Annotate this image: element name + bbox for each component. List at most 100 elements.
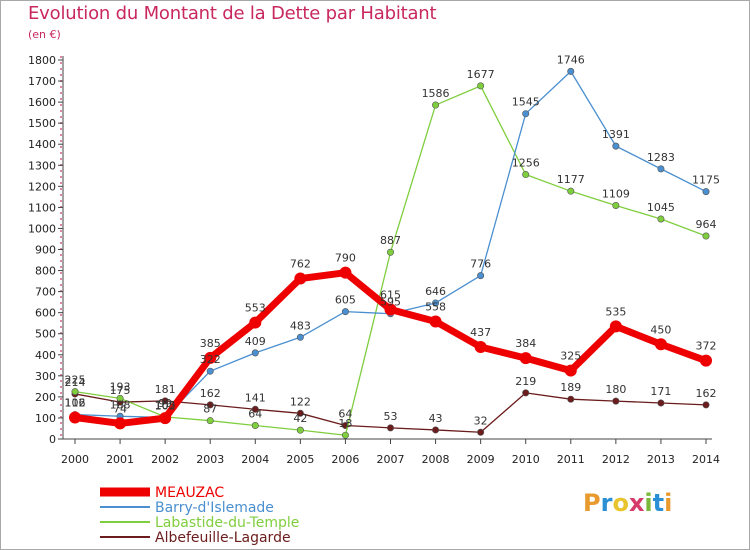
data-point (296, 426, 304, 434)
data-label: 171 (650, 385, 671, 398)
data-point (386, 248, 394, 256)
y-tick-label: 0 (49, 433, 56, 446)
data-point (612, 201, 620, 209)
y-tick-label: 400 (35, 349, 56, 362)
data-point (432, 426, 440, 434)
data-point (429, 315, 442, 328)
data-point (294, 272, 307, 285)
data-label: 1045 (647, 201, 675, 214)
data-label: 1391 (602, 128, 630, 141)
data-label: 18 (338, 417, 352, 430)
data-label: 964 (696, 218, 717, 231)
data-point (564, 364, 577, 377)
data-point (251, 349, 259, 357)
data-label: 762 (290, 258, 311, 271)
data-label: 1586 (422, 87, 450, 100)
data-point (71, 388, 79, 396)
data-point (159, 412, 172, 425)
y-tick-label: 300 (35, 370, 56, 383)
data-label: 595 (380, 296, 401, 309)
proxiti-logo: Proxiti (583, 489, 672, 517)
data-label: 105 (155, 399, 176, 412)
y-tick-label: 1600 (28, 96, 56, 109)
chart-subtitle: (en €) (28, 28, 61, 41)
data-point (341, 308, 349, 316)
y-tick-label: 1400 (28, 138, 56, 151)
data-label: 776 (470, 258, 491, 271)
data-label: 108 (110, 398, 131, 411)
series-labastide-du-temple (71, 82, 710, 439)
chart-axes: 0 100 200 300 400 500 600 700 800 900 1000 1100 1200… (28, 54, 720, 466)
data-label: 181 (155, 383, 176, 396)
x-tick-label: 2006 (331, 453, 359, 466)
data-label: 74 (113, 402, 127, 415)
data-point (567, 395, 575, 403)
legend-label: Barry-d'Islemade (155, 500, 274, 516)
x-tick-label: 2000 (61, 453, 89, 466)
data-label: 53 (384, 410, 398, 423)
y-tick-label: 1700 (28, 75, 56, 88)
x-tick-label: 2011 (557, 453, 585, 466)
y-tick-label: 200 (35, 391, 56, 404)
data-label: 64 (338, 408, 352, 421)
legend-label: Labastide-du-Temple (155, 515, 299, 531)
data-point (432, 299, 440, 307)
data-label: 1175 (692, 174, 720, 187)
data-label: 214 (65, 376, 86, 389)
x-tick-label: 2002 (151, 453, 179, 466)
data-label: 558 (425, 301, 446, 314)
x-tick-label: 2010 (512, 453, 540, 466)
x-tick-label: 2005 (286, 453, 314, 466)
y-tick-label: 1500 (28, 117, 56, 130)
chart-title: Evolution du Montant de la Dette par Hab… (28, 3, 437, 24)
data-point (339, 266, 352, 279)
data-label: 1746 (557, 53, 585, 66)
y-tick-label: 500 (35, 328, 56, 341)
y-tick-label: 1200 (28, 180, 56, 193)
data-point (384, 303, 397, 316)
data-label: 175 (110, 384, 131, 397)
data-label: 553 (245, 302, 266, 315)
data-label: 43 (429, 412, 443, 425)
data-point (249, 316, 262, 329)
data-label: 32 (474, 414, 488, 427)
data-point (474, 340, 487, 353)
data-point (700, 354, 712, 367)
data-label: 322 (200, 353, 221, 366)
x-tick-label: 2001 (106, 453, 134, 466)
data-point (657, 215, 665, 223)
data-label: 116 (65, 397, 86, 410)
logo-letter: i (664, 489, 673, 517)
data-label: 99 (158, 397, 172, 410)
data-label: 141 (245, 391, 266, 404)
data-point (654, 338, 667, 351)
data-point (251, 405, 259, 413)
data-label: 102 (65, 397, 86, 410)
data-point (702, 232, 710, 240)
data-point (657, 399, 665, 407)
data-label: 162 (696, 387, 717, 400)
data-point (204, 351, 217, 364)
series-meauzac (69, 266, 712, 430)
y-tick-label: 1000 (28, 222, 56, 235)
data-label: 325 (560, 350, 581, 363)
data-label: 605 (335, 294, 356, 307)
data-point (522, 110, 530, 118)
legend-label: MEAUZAC (155, 485, 224, 501)
data-point (702, 401, 710, 409)
data-label: 887 (380, 234, 401, 247)
data-label: 450 (650, 323, 671, 336)
y-tick-label: 600 (35, 307, 56, 320)
x-tick-label: 2007 (377, 453, 405, 466)
data-label: 646 (425, 285, 446, 298)
y-tick-label: 800 (35, 265, 56, 278)
data-point (522, 389, 530, 397)
data-point (657, 165, 665, 173)
data-point (477, 82, 485, 90)
y-tick-label: 100 (35, 412, 56, 425)
data-label: 437 (470, 326, 491, 339)
y-tick-label: 700 (35, 286, 56, 299)
data-point (477, 428, 485, 436)
